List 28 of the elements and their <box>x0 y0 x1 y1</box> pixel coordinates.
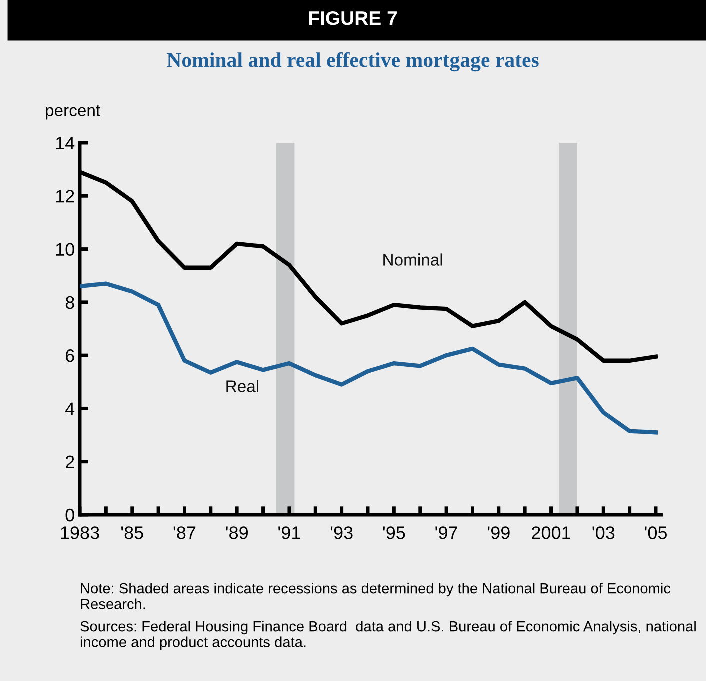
x-tick-label: '89 <box>226 526 248 540</box>
text: Note: Shaded areas indicate recessions as determined by the National Bureau of Economic Research. <box>81 583 671 610</box>
y-axis-title: percent <box>46 106 100 120</box>
x-tick-label: '05 <box>645 526 668 540</box>
series-label: Real <box>226 380 258 392</box>
x-tick-label: '93 <box>330 526 353 540</box>
text: Nominal <box>384 254 442 266</box>
y-tick-label: 14 <box>56 137 75 150</box>
x-tick-label: 2001 <box>532 526 570 540</box>
line-series <box>80 282 658 435</box>
chart-title: FIGURE 7 <box>309 11 397 26</box>
y-tick-label: 6 <box>66 350 74 362</box>
x-tick-label: '99 <box>488 526 510 540</box>
x-tick-label: '97 <box>436 526 458 540</box>
y-tick-label: 8 <box>66 296 74 310</box>
source-note: Sources: Federal Housing Finance Board data and U.S. Bureau of Economic Analysis, national income and product accounts data. <box>80 621 696 650</box>
x-tick-label: '91 <box>278 526 300 540</box>
y-tick-label: 4 <box>66 402 75 416</box>
x-tick-label: 1983 <box>61 526 100 540</box>
y-tick-label: 10 <box>56 243 74 256</box>
y-tick-label: 12 <box>56 190 74 203</box>
x-tick-label: '95 <box>383 526 406 540</box>
x-tick-label: '03 <box>592 526 615 540</box>
y-tick-label: 0 <box>66 508 74 522</box>
x-tick-label: '87 <box>174 526 196 540</box>
chart-subtitle: Nominal and real effective mortgage rates <box>167 52 539 72</box>
y-tick-label: 2 <box>66 456 74 468</box>
x-tick-label: '85 <box>122 526 144 540</box>
